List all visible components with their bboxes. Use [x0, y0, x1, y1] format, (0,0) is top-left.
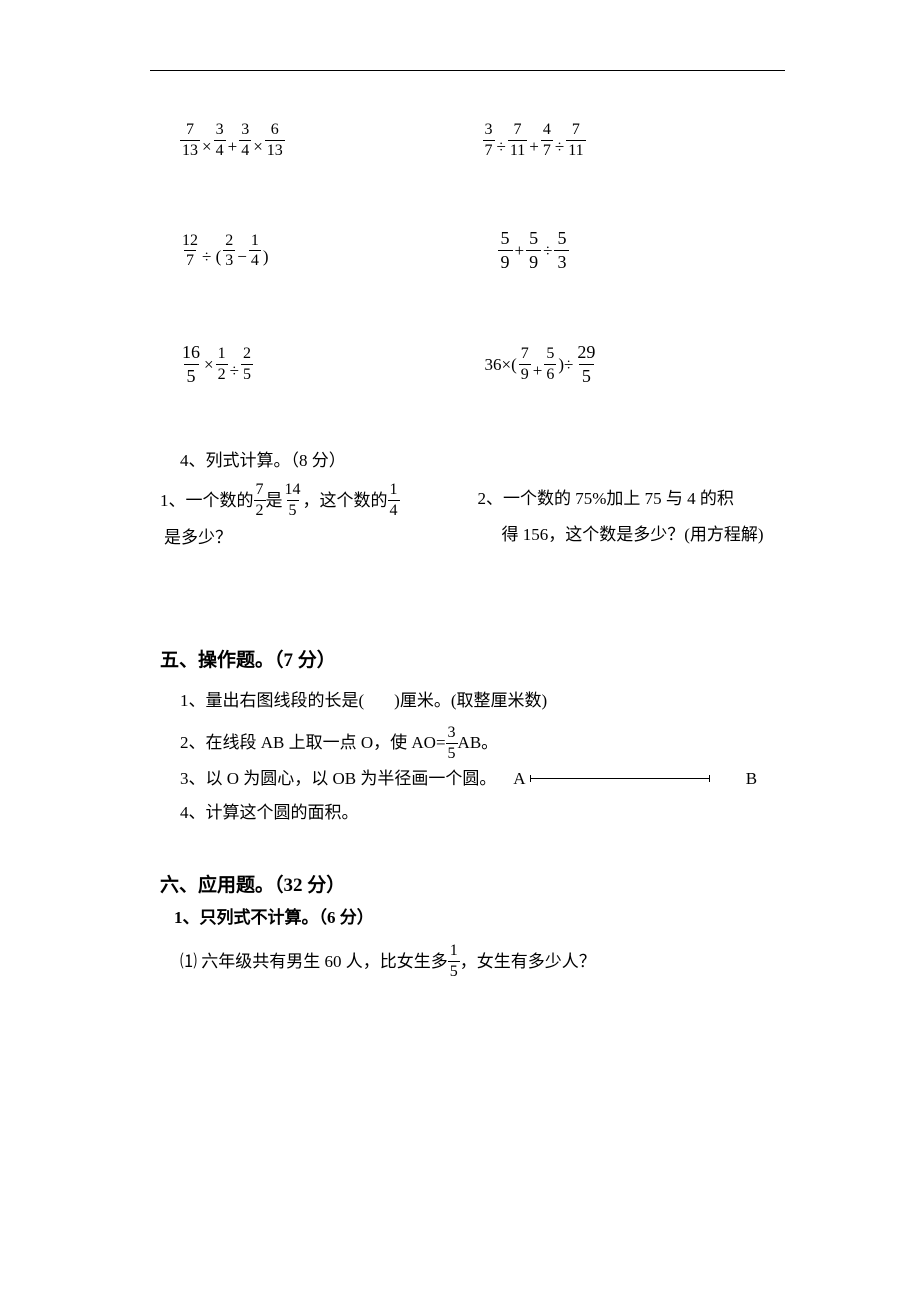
section-5-title: 五、操作题。（7 分）: [160, 645, 775, 672]
expr-1-right: 37 ÷ 711 + 47 ÷ 711: [473, 121, 776, 159]
sec6-q1: ⑴ 六年级共有男生 60 人，比女生多 15 ，女生有多少人？: [180, 942, 775, 980]
equation-row-3: 165 × 12 ÷ 25 36×( 79 + 56 )÷ 295: [160, 343, 775, 387]
sec5-q3: 3、以 O 为圆心，以 OB 为半径画一个圆。 A B: [180, 762, 775, 796]
point-a-label: A: [510, 762, 528, 796]
expr-2-left: 127 ÷ ( 23 − 14 ): [160, 229, 458, 273]
segment-ab-line: [530, 778, 710, 779]
point-b-label: B: [742, 762, 760, 796]
expr-2-right: 59 + 59 ÷ 53: [458, 229, 776, 273]
q4-block: 4、列式计算。（8 分） 1、一个数的 72 是 145 ，这个数的 14 是多…: [160, 446, 775, 555]
expr-3-right: 36×( 79 + 56 )÷ 295: [473, 343, 776, 387]
expr-1-left: 713 × 34 + 34 × 613: [160, 121, 473, 159]
op: ×: [200, 138, 214, 155]
q4-right: 2、一个数的 75%加上 75 与 4 的积 得 156，这个数是多少？(用方程…: [458, 481, 776, 555]
sec6-sub: 1、只列式不计算。（6 分）: [174, 903, 775, 928]
frac-den: 13: [180, 140, 200, 160]
equation-row-1: 713 × 34 + 34 × 613 37 ÷ 711 + 47 ÷ 711: [160, 121, 775, 159]
q4-title: 4、列式计算。（8 分）: [180, 446, 775, 471]
equation-row-2: 127 ÷ ( 23 − 14 ) 59 + 59 ÷ 53: [160, 229, 775, 273]
expr-3-left: 165 × 12 ÷ 25: [160, 343, 473, 387]
section-6-title: 六、应用题。（32 分）: [160, 870, 775, 897]
frac-num: 7: [184, 121, 196, 140]
q4-left: 1、一个数的 72 是 145 ，这个数的 14 是多少？: [160, 481, 458, 555]
sec5-q1: 1、量出右图线段的长是( )厘米。(取整厘米数): [180, 684, 775, 718]
sec5-q4: 4、计算这个圆的面积。: [180, 796, 775, 830]
sec5-q2: 2、在线段 AB 上取一点 O，使 AO= 35 AB。: [180, 724, 775, 762]
